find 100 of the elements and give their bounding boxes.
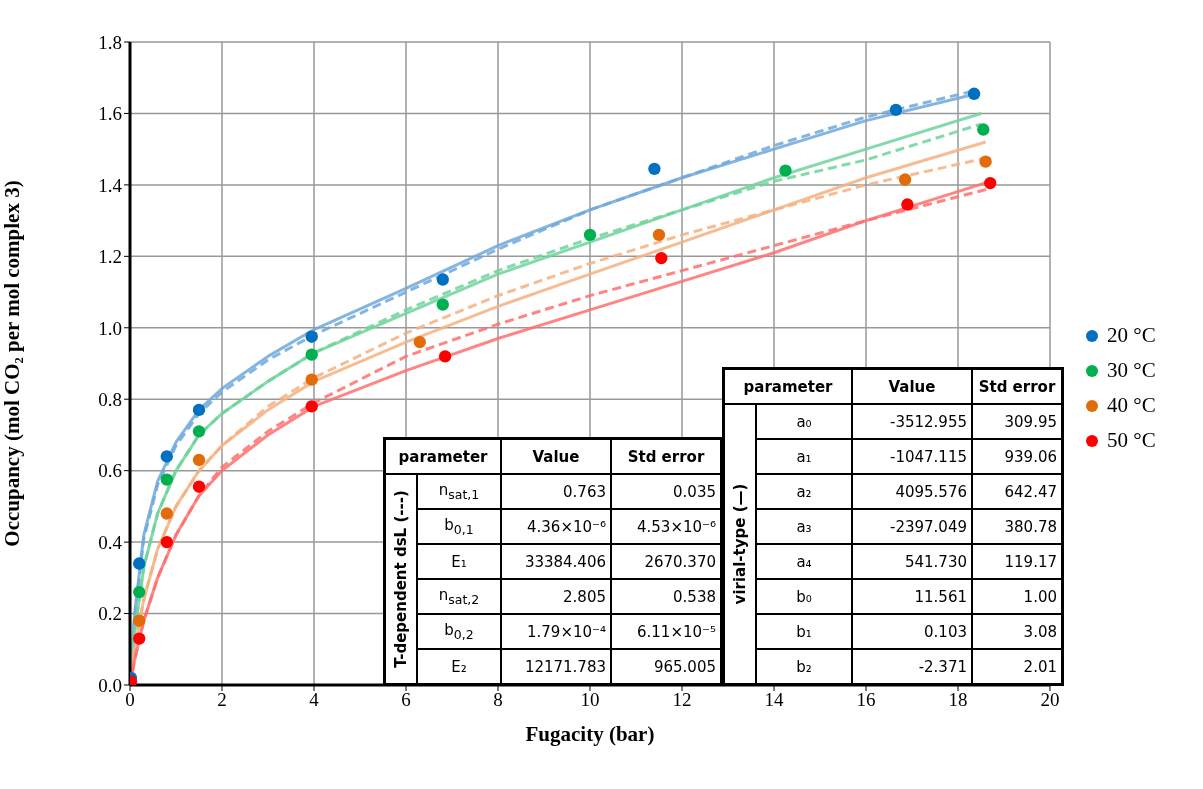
point xyxy=(652,228,666,242)
annotation: a₃ xyxy=(756,509,852,544)
annotation: a₁ xyxy=(756,439,852,474)
annotation: Std error xyxy=(972,368,1063,404)
point xyxy=(648,162,661,175)
annotation: 642.47 xyxy=(972,474,1063,509)
annotation: 541.730 xyxy=(852,544,972,579)
annotation: 0.538 xyxy=(611,579,722,614)
legend-label: 50 °C xyxy=(1107,428,1156,453)
annotation: 380.78 xyxy=(972,509,1063,544)
annotation: 4.53×10⁻⁶ xyxy=(611,509,722,544)
x-tick-label: 12 xyxy=(672,689,692,711)
annotation: -1047.115 xyxy=(852,439,972,474)
x-tick-label: 8 xyxy=(493,689,503,711)
point xyxy=(133,585,146,599)
y-axis-title: Occupancy (mol CO₂ per mol complex 3) xyxy=(0,180,25,547)
annotation: 6.11×10⁻⁵ xyxy=(611,614,722,649)
y-tick-label: 1.4 xyxy=(98,174,123,196)
annotation: E₂ xyxy=(417,649,501,685)
point xyxy=(305,400,318,413)
point xyxy=(160,473,173,486)
point xyxy=(898,173,912,186)
annotation: 0.763 xyxy=(501,474,611,509)
point xyxy=(133,614,146,627)
annotation: E₁ xyxy=(417,544,501,579)
annotation: -2.371 xyxy=(852,649,972,685)
point xyxy=(305,348,318,361)
point xyxy=(160,535,173,549)
legend-label: 20 °C xyxy=(1107,323,1156,348)
point xyxy=(583,228,597,242)
point xyxy=(977,123,990,136)
point xyxy=(901,198,914,211)
annotation: 1.00 xyxy=(972,579,1063,614)
annotation: parameter xyxy=(384,438,501,474)
point xyxy=(160,450,173,463)
annotation: 0.035 xyxy=(611,474,722,509)
point xyxy=(889,103,903,117)
annotation: a₀ xyxy=(756,404,852,439)
annotation: Std error xyxy=(611,438,722,474)
x-tick-label: 4 xyxy=(309,689,320,711)
x-axis-title: Fugacity (bar) xyxy=(525,722,655,746)
annotation: -2397.049 xyxy=(852,509,972,544)
annotation: 965.005 xyxy=(611,649,722,685)
legend-label: 40 °C xyxy=(1107,393,1156,418)
point xyxy=(192,403,206,417)
annotation: T-dependent dsL (---) xyxy=(392,490,410,668)
point xyxy=(655,251,668,265)
x-tick-label: 14 xyxy=(764,689,784,711)
point xyxy=(192,425,206,438)
point xyxy=(192,480,206,493)
y-tick-label: 1.0 xyxy=(98,317,122,339)
point xyxy=(192,453,206,467)
annotation: parameter xyxy=(723,368,852,404)
annotation: n$_{sat,2}$ xyxy=(417,579,501,614)
annotation: 2670.370 xyxy=(611,544,722,579)
point xyxy=(436,273,449,286)
x-tick-label: 2 xyxy=(217,689,227,711)
point xyxy=(133,632,146,645)
annotation: 2.01 xyxy=(972,649,1063,685)
point xyxy=(305,373,318,386)
y-tick-label: 1.6 xyxy=(98,103,122,125)
annotation: 1.79×10⁻⁴ xyxy=(501,614,611,649)
annotation: 309.95 xyxy=(972,404,1063,439)
annotation: 4.36×10⁻⁶ xyxy=(501,509,611,544)
annotation: 119.17 xyxy=(972,544,1063,579)
annotation: 3.08 xyxy=(972,614,1063,649)
annotation: b₀ xyxy=(756,579,852,614)
annotation: -3512.955 xyxy=(852,404,972,439)
point xyxy=(160,507,173,520)
annotation: Value xyxy=(852,368,972,404)
annotation: b₁ xyxy=(756,614,852,649)
point xyxy=(779,164,792,177)
annotation: n$_{sat,1}$ xyxy=(417,474,501,509)
annotation: 4095.576 xyxy=(852,474,972,509)
annotation: 12171.783 xyxy=(501,649,611,685)
point xyxy=(967,87,981,100)
y-tick-label: 0.8 xyxy=(98,388,122,410)
annotation: b$_{0,2}$ xyxy=(417,614,501,649)
point xyxy=(133,557,146,570)
point xyxy=(413,335,426,349)
point xyxy=(305,330,318,343)
point xyxy=(436,298,449,311)
point xyxy=(979,155,992,168)
annotation: b₂ xyxy=(756,649,852,685)
annotation: 11.561 xyxy=(852,579,972,614)
annotation: virial-type (—) xyxy=(731,483,749,605)
y-tick-label: 0.0 xyxy=(98,674,122,696)
y-tick-label: 0.6 xyxy=(98,460,122,482)
y-tick-label: 1.8 xyxy=(98,31,122,53)
legend-label: 30 °C xyxy=(1107,358,1156,383)
x-tick-label: 18 xyxy=(948,689,968,711)
x-tick-label: 16 xyxy=(856,689,876,711)
annotation: a₂ xyxy=(756,474,852,509)
y-tick-label: 0.4 xyxy=(98,531,123,553)
annotation: 2.805 xyxy=(501,579,611,614)
annotation: b$_{0,1}$ xyxy=(417,509,501,544)
x-tick-label: 10 xyxy=(580,689,600,711)
x-tick-label: 6 xyxy=(401,689,411,711)
y-tick-label: 1.2 xyxy=(98,246,122,268)
x-tick-label: 0 xyxy=(125,689,135,711)
